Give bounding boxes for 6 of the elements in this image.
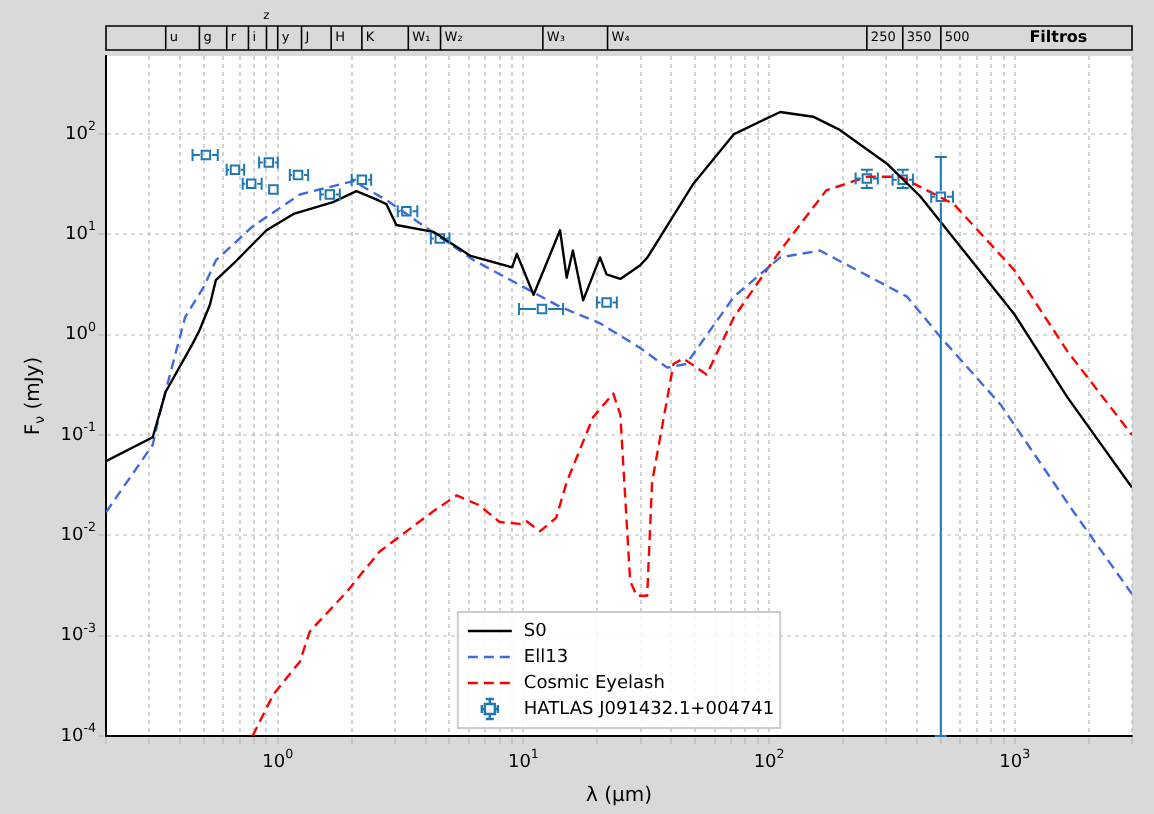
legend-label: Cosmic Eyelash	[523, 673, 665, 694]
x-axis-title: λ (μm)	[586, 785, 653, 808]
legend-label: Ell13	[523, 647, 569, 668]
legend-label: HATLAS J091432.1+004741	[523, 699, 775, 720]
legend-label: S0	[523, 621, 548, 642]
text: Filtros	[1029, 28, 1088, 47]
